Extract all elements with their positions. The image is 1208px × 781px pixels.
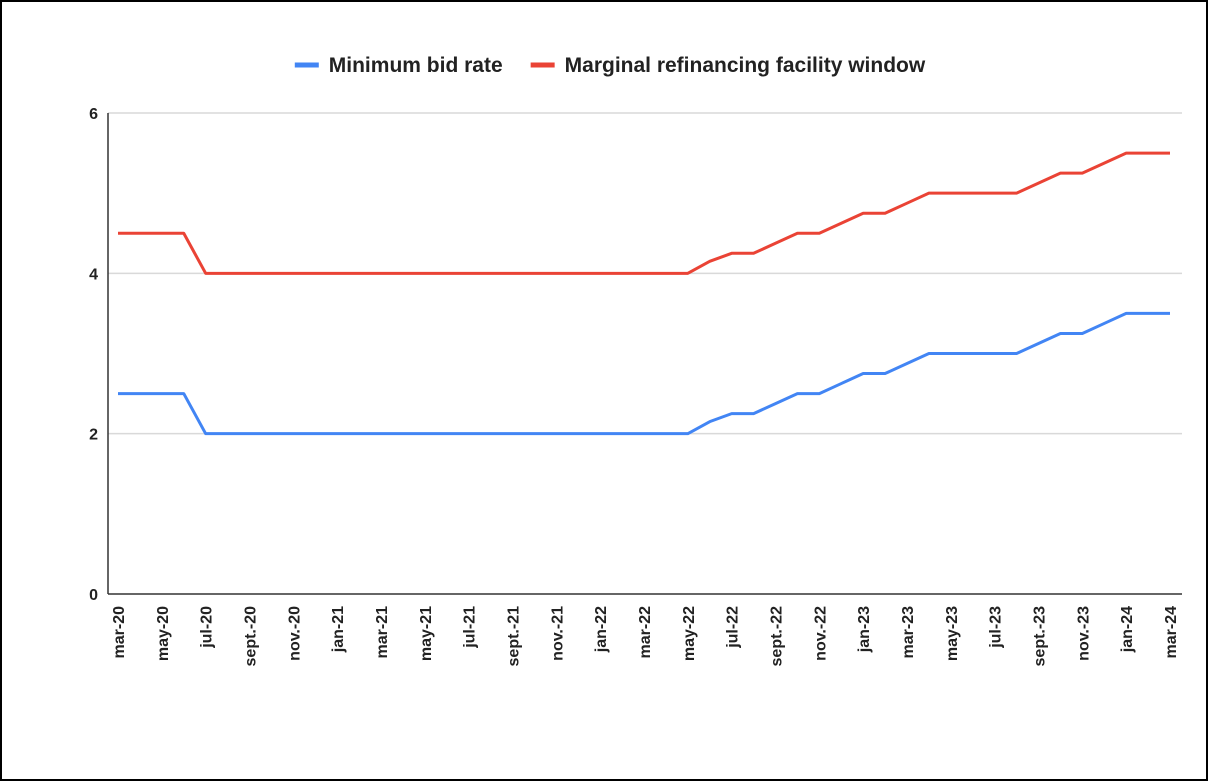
legend-label: Minimum bid rate: [329, 54, 503, 77]
x-tick-label: may-22: [681, 606, 698, 661]
x-tick-label: sept.-23: [1032, 606, 1049, 667]
x-tick-label: sept.-21: [506, 606, 523, 667]
x-tick-label: sept.-20: [243, 606, 260, 667]
x-tick-label: nov.-21: [549, 606, 566, 661]
x-tick-label: jul-21: [462, 606, 479, 649]
x-tick-label: mar-21: [374, 606, 391, 659]
x-tick-label: jul-20: [199, 606, 216, 649]
series-line: [118, 151, 1170, 275]
legend: Minimum bid rate Marginal refinancing fac…: [294, 54, 926, 77]
x-tick-label: mar-24: [1163, 606, 1180, 659]
x-tick-label: jul-23: [988, 606, 1005, 649]
x-tick-label: mar-23: [900, 606, 917, 659]
x-tick-label: sept.-22: [769, 606, 786, 667]
y-tick-label: 4: [89, 266, 98, 283]
y-tick-label: 0: [89, 587, 98, 604]
x-tick-label: nov.-20: [286, 606, 303, 661]
x-tick-label: mar-22: [637, 606, 654, 659]
legend-label: Marginal refinancing facility window: [565, 54, 926, 77]
x-tick-label: jan-23: [856, 606, 873, 653]
y-tick-label: 2: [89, 427, 98, 444]
x-tick-label: may-21: [418, 606, 435, 661]
x-tick-label: may-20: [155, 606, 172, 661]
x-tick-label: nov.-23: [1075, 606, 1092, 661]
x-tick-label: mar-20: [111, 606, 128, 659]
x-tick-label: jan-21: [330, 606, 347, 653]
x-tick-label: jul-22: [725, 606, 742, 649]
series-line: [118, 311, 1170, 436]
x-tick-label: jan-22: [593, 606, 610, 653]
x-tick-label: may-23: [944, 606, 961, 661]
y-tick-label: 6: [89, 106, 98, 123]
x-tick-label: nov.-22: [812, 606, 829, 661]
x-tick-label: jan-24: [1119, 606, 1136, 653]
